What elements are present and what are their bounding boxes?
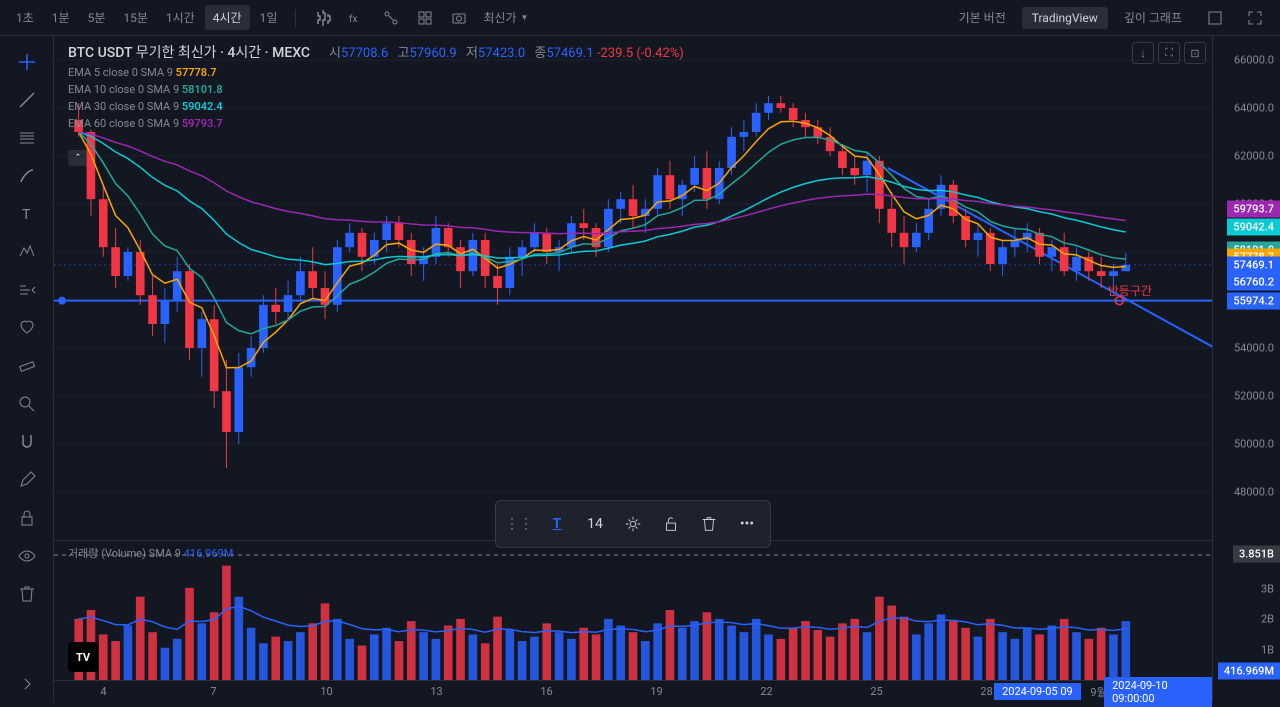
- depth-chart-button[interactable]: 깊이 그래프: [1114, 5, 1192, 30]
- y-tick-label: 66000.0: [1234, 54, 1274, 67]
- y-axis[interactable]: 48000.050000.052000.054000.056000.058000…: [1212, 36, 1280, 702]
- main-container: T BTC USDT 무기한 최신가 · 4시간 · MEXC 시57708.6…: [0, 36, 1280, 702]
- forecast-tool-icon[interactable]: [9, 272, 45, 308]
- svg-text:T: T: [22, 207, 31, 223]
- ema-indicator-row: EMA 30 close 0 SMA 9 59042.4: [68, 100, 684, 113]
- y-price-tag: 57469.1: [1227, 256, 1280, 273]
- grid-icon[interactable]: [415, 8, 435, 28]
- x-tick-label: 13: [430, 685, 442, 698]
- price-chart[interactable]: BTC USDT 무기한 최신가 · 4시간 · MEXC 시57708.6 고…: [54, 36, 1212, 702]
- symbol-title: BTC USDT 무기한 최신가 · 4시간 · MEXC: [68, 45, 310, 61]
- camera-icon[interactable]: [449, 8, 469, 28]
- y-tick-label: 54000.0: [1234, 342, 1274, 355]
- timeframe-4시간[interactable]: 4시간: [205, 5, 250, 30]
- y-tick-label: 52000.0: [1234, 390, 1274, 403]
- svg-text:fx: fx: [349, 13, 357, 25]
- x-tick-label: 25: [870, 685, 882, 698]
- top-toolbar: 1초1분5분15분1시간4시간1일 fx 최신가 ▼ 기본 버전 Trading…: [0, 0, 1280, 36]
- drag-handle-icon[interactable]: ⋮⋮: [502, 507, 536, 541]
- trash-tool-icon[interactable]: [9, 576, 45, 612]
- x-tick-label: 4: [100, 685, 106, 698]
- svg-text:반등구간: 반등구간: [1108, 284, 1152, 298]
- timeframe-5분[interactable]: 5분: [80, 5, 114, 30]
- delete-icon[interactable]: [692, 507, 726, 541]
- y-tick-label: 50000.0: [1234, 438, 1274, 451]
- maximize-icon[interactable]: ⛶: [1158, 42, 1180, 64]
- ema-indicator-row: EMA 10 close 0 SMA 9 58101.8: [68, 83, 684, 96]
- timeframe-15분[interactable]: 15분: [115, 5, 156, 30]
- x-tick-label: 10: [320, 685, 332, 698]
- x-date-tag: 2024-09-10 09:00:00: [1104, 677, 1212, 707]
- lock-tool-icon[interactable]: [9, 500, 45, 536]
- text-style-icon[interactable]: T: [540, 507, 574, 541]
- pattern-tool-icon[interactable]: [9, 234, 45, 270]
- volume-canvas[interactable]: [54, 541, 1212, 681]
- settings-icon[interactable]: [616, 507, 650, 541]
- ruler-tool-icon[interactable]: [9, 348, 45, 384]
- x-tick-label: 28: [980, 685, 992, 698]
- snapshot-icon[interactable]: ⊡: [1184, 42, 1206, 64]
- floating-text-toolbar: ⋮⋮ T 14 •••: [495, 500, 771, 548]
- vol-tick-label: 3B: [1261, 582, 1274, 595]
- x-axis[interactable]: 47101316192225289월2024-09-05 092024-09-1…: [54, 680, 1212, 702]
- magnet-tool-icon[interactable]: [9, 424, 45, 460]
- vol-sma-tag: 416.969M: [1218, 662, 1280, 679]
- candles-icon[interactable]: [313, 8, 333, 28]
- x-tick-label: 19: [650, 685, 662, 698]
- timeframe-1초[interactable]: 1초: [8, 5, 42, 30]
- favorite-icon[interactable]: [9, 310, 45, 346]
- indicators-icon[interactable]: fx: [347, 8, 367, 28]
- y-price-tag: 55974.2: [1227, 292, 1280, 309]
- y-price-tag: 59042.4: [1227, 218, 1280, 235]
- timeframe-1시간[interactable]: 1시간: [158, 5, 203, 30]
- x-tick-label: 22: [760, 685, 772, 698]
- timeframe-1일[interactable]: 1일: [252, 5, 286, 30]
- fib-tool-icon[interactable]: [9, 120, 45, 156]
- y-price-tag: 59793.7: [1227, 200, 1280, 217]
- tradingview-button[interactable]: TradingView: [1022, 7, 1108, 29]
- ema-indicator-row: EMA 5 close 0 SMA 9 57778.7: [68, 66, 684, 79]
- compare-icon[interactable]: [381, 8, 401, 28]
- unlock-icon[interactable]: [654, 507, 688, 541]
- zoom-tool-icon[interactable]: [9, 386, 45, 422]
- chart-area: BTC USDT 무기한 최신가 · 4시간 · MEXC 시57708.6 고…: [54, 36, 1280, 702]
- ema-indicator-row: EMA 60 close 0 SMA 9 59793.7: [68, 117, 684, 130]
- eye-tool-icon[interactable]: [9, 538, 45, 574]
- font-size-display[interactable]: 14: [578, 507, 612, 541]
- y-price-tag: 56760.2: [1227, 273, 1280, 290]
- drawing-toolbar: T: [0, 36, 54, 702]
- x-tick-label: 7: [210, 685, 216, 698]
- vol-tick-label: 1B: [1261, 643, 1274, 656]
- download-icon[interactable]: ↓: [1132, 42, 1154, 64]
- ohlc-display: 시57708.6 고57960.9 저57423.0 종57469.1 -239…: [323, 46, 684, 61]
- chart-header-controls: ↓ ⛶ ⊡: [1132, 42, 1206, 64]
- volume-panel[interactable]: 거래량 (Volume) SMA 9 416.969M: [54, 540, 1212, 680]
- timeframe-1분[interactable]: 1분: [44, 5, 78, 30]
- text-tool-icon[interactable]: T: [9, 196, 45, 232]
- trendline-tool-icon[interactable]: [9, 82, 45, 118]
- chart-info-panel: BTC USDT 무기한 최신가 · 4시간 · MEXC 시57708.6 고…: [68, 42, 684, 130]
- vol-current-tag: 3.851B: [1233, 546, 1280, 563]
- y-tick-label: 62000.0: [1234, 150, 1274, 163]
- timeframe-group: 1초1분5분15분1시간4시간1일: [8, 5, 285, 30]
- crosshair-tool-icon[interactable]: [9, 44, 45, 80]
- y-tick-label: 48000.0: [1234, 486, 1274, 499]
- collapse-sidebar-icon[interactable]: [9, 666, 45, 702]
- brush-tool-icon[interactable]: [9, 158, 45, 194]
- more-icon[interactable]: •••: [730, 507, 764, 541]
- price-dropdown[interactable]: 최신가 ▼: [483, 8, 528, 28]
- tradingview-logo: TV: [68, 642, 98, 672]
- x-tick-label: 16: [540, 685, 552, 698]
- x-date-tag: 2024-09-05 09: [994, 683, 1081, 700]
- pencil-tool-icon[interactable]: [9, 462, 45, 498]
- y-tick-label: 64000.0: [1234, 102, 1274, 115]
- separator: [295, 9, 296, 27]
- fullscreen-icon[interactable]: [1245, 8, 1265, 28]
- layout-icon[interactable]: [1205, 8, 1225, 28]
- top-right-controls: 기본 버전 TradingView 깊이 그래프: [949, 5, 1272, 30]
- basic-version-button[interactable]: 기본 버전: [949, 5, 1016, 30]
- vol-tick-label: 2B: [1261, 613, 1274, 626]
